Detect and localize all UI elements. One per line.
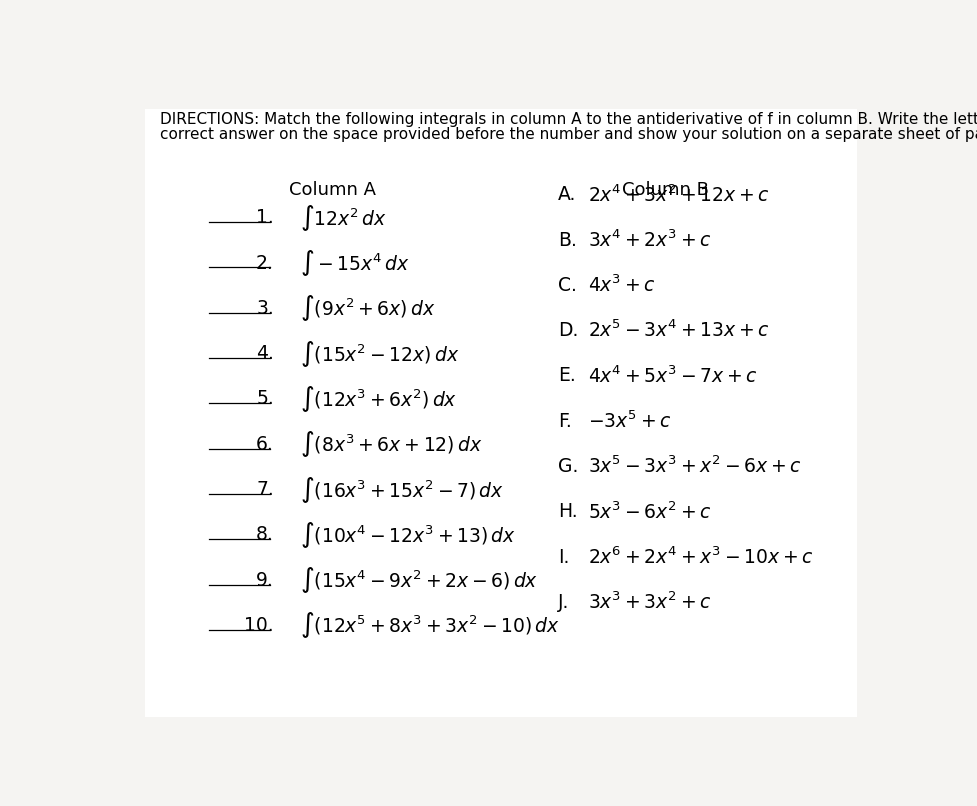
Text: 1.: 1.: [256, 208, 274, 227]
Text: Column B: Column B: [622, 181, 708, 198]
Text: $\int 12x^{2}\,dx$: $\int 12x^{2}\,dx$: [300, 203, 387, 233]
Text: $\int (8x^{3} + 6x + 12)\,dx$: $\int (8x^{3} + 6x + 12)\,dx$: [300, 430, 483, 459]
FancyBboxPatch shape: [145, 109, 857, 717]
Text: 4.: 4.: [256, 344, 274, 364]
Text: $2x^{6} + 2x^{4} + x^{3} - 10x + c$: $2x^{6} + 2x^{4} + x^{3} - 10x + c$: [588, 546, 813, 568]
Text: $4x^{4} + 5x^{3} - 7x + c$: $4x^{4} + 5x^{3} - 7x + c$: [588, 365, 757, 387]
Text: 9.: 9.: [256, 571, 274, 590]
Text: 3.: 3.: [256, 299, 274, 318]
Text: D.: D.: [558, 322, 577, 340]
Text: F.: F.: [558, 412, 572, 430]
Text: DIRECTIONS: Match the following integrals in column A to the antiderivative of f: DIRECTIONS: Match the following integral…: [160, 112, 977, 127]
Text: I.: I.: [558, 548, 569, 567]
Text: $\int (10x^{4} - 12x^{3} + 13)\,dx$: $\int (10x^{4} - 12x^{3} + 13)\,dx$: [300, 520, 516, 550]
Text: $2x^{5} - 3x^{4} + 13x + c$: $2x^{5} - 3x^{4} + 13x + c$: [588, 320, 769, 342]
Text: $-3x^{5} + c$: $-3x^{5} + c$: [588, 410, 671, 432]
Text: 6.: 6.: [256, 434, 274, 454]
Text: 2.: 2.: [256, 254, 274, 272]
Text: 8.: 8.: [256, 526, 274, 544]
Text: $3x^{3} + 3x^{2} + c$: $3x^{3} + 3x^{2} + c$: [588, 592, 711, 613]
Text: $3x^{4} + 2x^{3} + c$: $3x^{4} + 2x^{3} + c$: [588, 230, 711, 251]
Text: C.: C.: [558, 276, 576, 295]
Text: $\int (9x^{2} + 6x)\,dx$: $\int (9x^{2} + 6x)\,dx$: [300, 293, 436, 323]
Text: $4x^{3} + c$: $4x^{3} + c$: [588, 275, 656, 296]
Text: $\int (12x^{3} + 6x^{2})\,dx$: $\int (12x^{3} + 6x^{2})\,dx$: [300, 384, 457, 414]
Text: $5x^{3} - 6x^{2} + c$: $5x^{3} - 6x^{2} + c$: [588, 501, 711, 522]
Text: A.: A.: [558, 185, 575, 204]
Text: J.: J.: [558, 593, 569, 612]
Text: 7.: 7.: [256, 480, 274, 499]
Text: G.: G.: [558, 457, 577, 476]
Text: B.: B.: [558, 231, 576, 250]
Text: E.: E.: [558, 367, 575, 385]
Text: $\int (15x^{4} - 9x^{2} + 2x - 6)\,dx$: $\int (15x^{4} - 9x^{2} + 2x - 6)\,dx$: [300, 565, 538, 595]
Text: 10.: 10.: [244, 616, 274, 635]
Text: correct answer on the space provided before the number and show your solution on: correct answer on the space provided bef…: [160, 127, 977, 142]
Text: H.: H.: [558, 502, 577, 521]
Text: Column A: Column A: [289, 181, 375, 198]
Text: $\int (16x^{3} + 15x^{2} - 7)\,dx$: $\int (16x^{3} + 15x^{2} - 7)\,dx$: [300, 475, 504, 505]
Text: $3x^{5} - 3x^{3} + x^{2} - 6x + c$: $3x^{5} - 3x^{3} + x^{2} - 6x + c$: [588, 456, 801, 477]
Text: $\int (15x^{2} - 12x)\,dx$: $\int (15x^{2} - 12x)\,dx$: [300, 339, 459, 368]
Text: $\int -15x^{4}\,dx$: $\int -15x^{4}\,dx$: [300, 248, 409, 278]
Text: 5.: 5.: [256, 389, 274, 409]
Text: $2x^{4} + 3x^{2} + 12x + c$: $2x^{4} + 3x^{2} + 12x + c$: [588, 184, 769, 206]
Text: $\int (12x^{5} + 8x^{3} + 3x^{2} - 10)\,dx$: $\int (12x^{5} + 8x^{3} + 3x^{2} - 10)\,…: [300, 610, 560, 641]
